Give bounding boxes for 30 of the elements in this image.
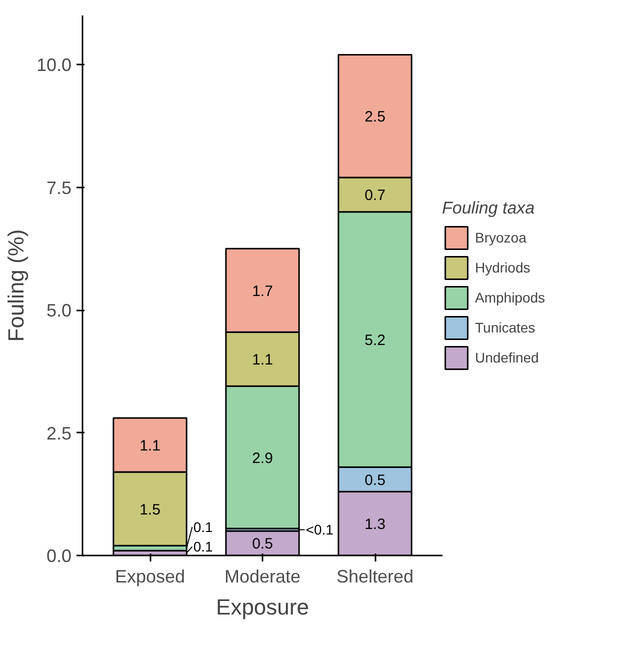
data-label: 1.5 [140, 501, 160, 518]
data-label: 0.5 [364, 472, 386, 489]
data-label: 0.1 [193, 538, 213, 555]
data-label: 0.1 [193, 519, 213, 536]
y-tick-label: 5.0 [46, 300, 72, 321]
y-tick-label: 7.5 [46, 178, 72, 198]
legend-label: Tunicates [475, 320, 536, 336]
data-label: 1.7 [252, 282, 273, 300]
data-label: 1.3 [364, 516, 386, 534]
legend-label: Bryozoa [475, 230, 526, 246]
data-label: 2.5 [364, 108, 386, 126]
y-tick-label: 2.5 [46, 423, 72, 444]
data-label: 1.1 [252, 352, 273, 369]
legend-label: Undefined [475, 350, 539, 366]
x-tick-label: Moderate [224, 566, 301, 586]
x-tick-label: Sheltered [336, 566, 414, 586]
legend-label: Amphipods [475, 290, 546, 306]
data-label: 5.2 [364, 332, 386, 349]
y-axis-title: Fouling (%) [3, 229, 28, 342]
data-label: 0.5 [252, 536, 273, 553]
x-axis-title: Exposure [216, 594, 309, 620]
data-label: 1.1 [140, 438, 160, 455]
legend-label: Hydriods [475, 260, 530, 276]
x-tick-label: Exposed [114, 566, 186, 586]
legend-title: Fouling taxa [442, 198, 536, 218]
y-tick-label: 0.0 [46, 546, 72, 566]
data-label: 0.7 [364, 187, 386, 204]
data-label: <0.1 [306, 522, 334, 538]
data-label: 2.9 [252, 450, 273, 467]
y-tick-label: 10.0 [36, 55, 72, 76]
